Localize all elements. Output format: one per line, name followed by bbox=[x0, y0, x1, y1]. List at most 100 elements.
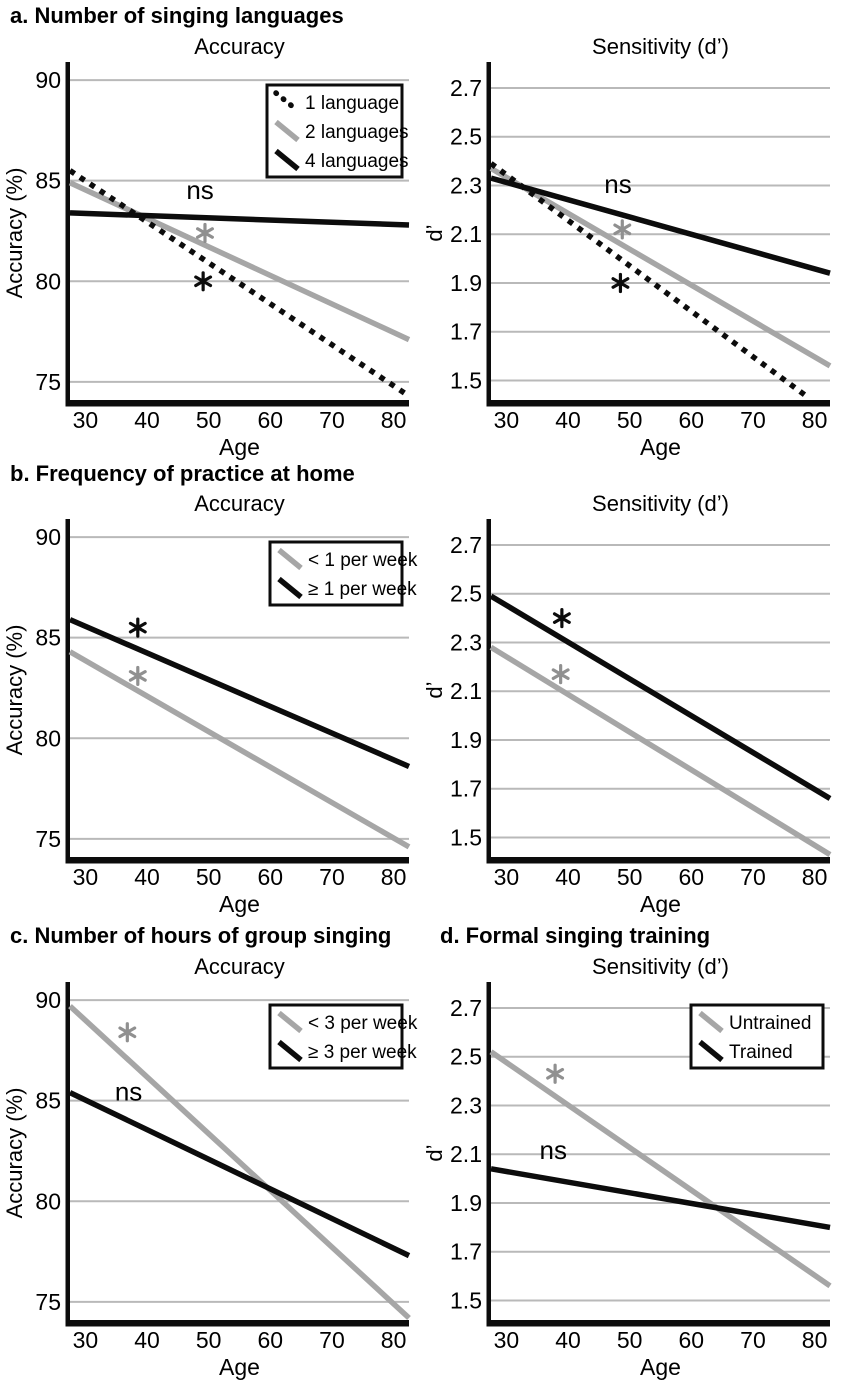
x-tick-label-80: 80 bbox=[802, 864, 828, 890]
y-axis-label: d’ bbox=[422, 681, 447, 698]
y-tick-label-80: 80 bbox=[35, 1188, 61, 1214]
y-tick-label-2.1: 2.1 bbox=[450, 678, 482, 704]
y-tick-label-1.9: 1.9 bbox=[450, 727, 482, 753]
chart-title: Sensitivity (d’) bbox=[592, 954, 729, 979]
legend-label-3-per-week: ≥ 3 per week bbox=[308, 1042, 417, 1063]
x-tick-label-70: 70 bbox=[319, 407, 345, 433]
x-tick-label-50: 50 bbox=[617, 407, 643, 433]
x-tick-label-60: 60 bbox=[258, 407, 284, 433]
legend-label-1-language: 1 language bbox=[305, 93, 399, 114]
x-axis-label: Age bbox=[640, 434, 681, 460]
annotation-asterisk-black bbox=[552, 607, 571, 629]
y-axis-line bbox=[65, 519, 70, 864]
y-axis-line bbox=[486, 62, 491, 407]
x-axis-line bbox=[65, 400, 409, 407]
x-tick-label-60: 60 bbox=[679, 864, 705, 890]
y-tick-label-1.5: 1.5 bbox=[450, 367, 482, 393]
chart-a-accuracy: Accuracy Accuracy (%) 75 80 85 90 ns 30 40 50 60 70… bbox=[2, 34, 411, 460]
x-tick-label-60: 60 bbox=[679, 1327, 705, 1353]
y-tick-label-2.1: 2.1 bbox=[450, 221, 482, 247]
x-tick-label-70: 70 bbox=[319, 1327, 345, 1353]
y-tick-label-90: 90 bbox=[35, 67, 61, 93]
x-tick-label-80: 80 bbox=[381, 864, 407, 890]
x-tick-label-50: 50 bbox=[196, 1327, 222, 1353]
chart-title: Accuracy bbox=[194, 491, 284, 516]
section-title-a: a. Number of singing languages bbox=[10, 3, 344, 28]
series-line-1-language bbox=[68, 168, 411, 399]
y-tick-label-2.7: 2.7 bbox=[450, 75, 482, 101]
series-line-2-languages bbox=[68, 180, 411, 343]
annotation-asterisk-gray bbox=[613, 219, 632, 240]
series-line-1-per-week bbox=[489, 644, 832, 857]
annotation-asterisk-gray bbox=[546, 1063, 565, 1084]
y-tick-label-2.5: 2.5 bbox=[450, 581, 482, 607]
x-tick-label-30: 30 bbox=[494, 407, 520, 433]
chart-b-sensitivity: Sensitivity (d’) d’ 1.5 1.7 1.9 2.1 2.3 2.5 2.7 3… bbox=[422, 491, 832, 917]
x-axis-line bbox=[486, 857, 830, 864]
x-tick-label-50: 50 bbox=[196, 407, 222, 433]
chart-title: Accuracy bbox=[194, 34, 284, 59]
x-tick-label-30: 30 bbox=[494, 1327, 520, 1353]
y-axis-label: d’ bbox=[422, 224, 447, 241]
section-title-b: b. Frequency of practice at home bbox=[10, 461, 355, 486]
y-tick-label-2.7: 2.7 bbox=[450, 995, 482, 1021]
x-tick-label-50: 50 bbox=[617, 1327, 643, 1353]
x-tick-label-30: 30 bbox=[73, 407, 99, 433]
x-axis-label: Age bbox=[219, 1354, 260, 1380]
y-axis-label: d’ bbox=[422, 1144, 447, 1161]
y-axis-line bbox=[65, 982, 70, 1327]
x-tick-label-40: 40 bbox=[134, 407, 160, 433]
x-tick-label-40: 40 bbox=[134, 864, 160, 890]
x-tick-label-30: 30 bbox=[494, 864, 520, 890]
legend-swatch-3-per-week bbox=[277, 1039, 303, 1063]
chart-b-accuracy: Accuracy Accuracy (%) 75 80 85 90 30 40 50 60 70 80… bbox=[2, 491, 418, 917]
annotation-asterisk-gray bbox=[551, 664, 570, 685]
x-tick-label-80: 80 bbox=[381, 1327, 407, 1353]
legend-swatch-untrained bbox=[698, 1010, 724, 1034]
y-tick-label-85: 85 bbox=[35, 1088, 61, 1114]
y-tick-label-2.5: 2.5 bbox=[450, 1044, 482, 1070]
legend-label-3-per-week: < 3 per week bbox=[308, 1013, 418, 1034]
series-line-1-language bbox=[489, 161, 811, 400]
x-tick-label-50: 50 bbox=[617, 864, 643, 890]
series-line-1-per-week bbox=[68, 649, 411, 850]
y-tick-label-1.5: 1.5 bbox=[450, 1287, 482, 1313]
y-tick-label-1.5: 1.5 bbox=[450, 824, 482, 850]
section-title-d: d. Formal singing training bbox=[440, 923, 711, 948]
y-tick-label-80: 80 bbox=[35, 268, 61, 294]
annotation-asterisk-black bbox=[128, 617, 147, 638]
x-tick-label-60: 60 bbox=[258, 1327, 284, 1353]
x-tick-label-70: 70 bbox=[740, 864, 766, 890]
y-tick-label-75: 75 bbox=[35, 1289, 61, 1315]
series-line-1-per-week bbox=[489, 593, 832, 801]
x-tick-label-60: 60 bbox=[258, 864, 284, 890]
legend-swatch-1-per-week bbox=[277, 576, 303, 600]
legend-swatch-1-per-week bbox=[277, 547, 303, 571]
x-tick-label-70: 70 bbox=[740, 407, 766, 433]
series-line-trained bbox=[490, 1166, 831, 1231]
legend-swatch-trained bbox=[698, 1039, 724, 1063]
series-line-1-per-week bbox=[68, 617, 411, 770]
y-tick-label-2.5: 2.5 bbox=[450, 124, 482, 150]
y-tick-label-1.7: 1.7 bbox=[450, 319, 482, 345]
legend-swatch-4-languages bbox=[274, 148, 300, 172]
y-tick-label-1.9: 1.9 bbox=[450, 270, 482, 296]
series-line-4-languages bbox=[490, 175, 831, 276]
y-tick-label-85: 85 bbox=[35, 168, 61, 194]
legend-label-4-languages: 4 languages bbox=[305, 151, 409, 172]
series-line-4-languages bbox=[69, 210, 410, 228]
y-tick-label-75: 75 bbox=[35, 826, 61, 852]
y-tick-label-90: 90 bbox=[35, 524, 61, 550]
legend-box bbox=[268, 1003, 404, 1070]
chart-title: Sensitivity (d’) bbox=[592, 34, 729, 59]
x-tick-label-30: 30 bbox=[73, 1327, 99, 1353]
series-line-untrained bbox=[489, 1049, 832, 1289]
y-axis-label: Accuracy (%) bbox=[2, 625, 27, 756]
y-tick-label-1.7: 1.7 bbox=[450, 1239, 482, 1265]
x-tick-label-70: 70 bbox=[319, 864, 345, 890]
annotation-ns: ns bbox=[540, 1135, 567, 1165]
x-tick-label-70: 70 bbox=[740, 1327, 766, 1353]
x-axis-line bbox=[486, 400, 830, 407]
legend-label-2-languages: 2 languages bbox=[305, 122, 409, 143]
chart-title: Accuracy bbox=[194, 954, 284, 979]
